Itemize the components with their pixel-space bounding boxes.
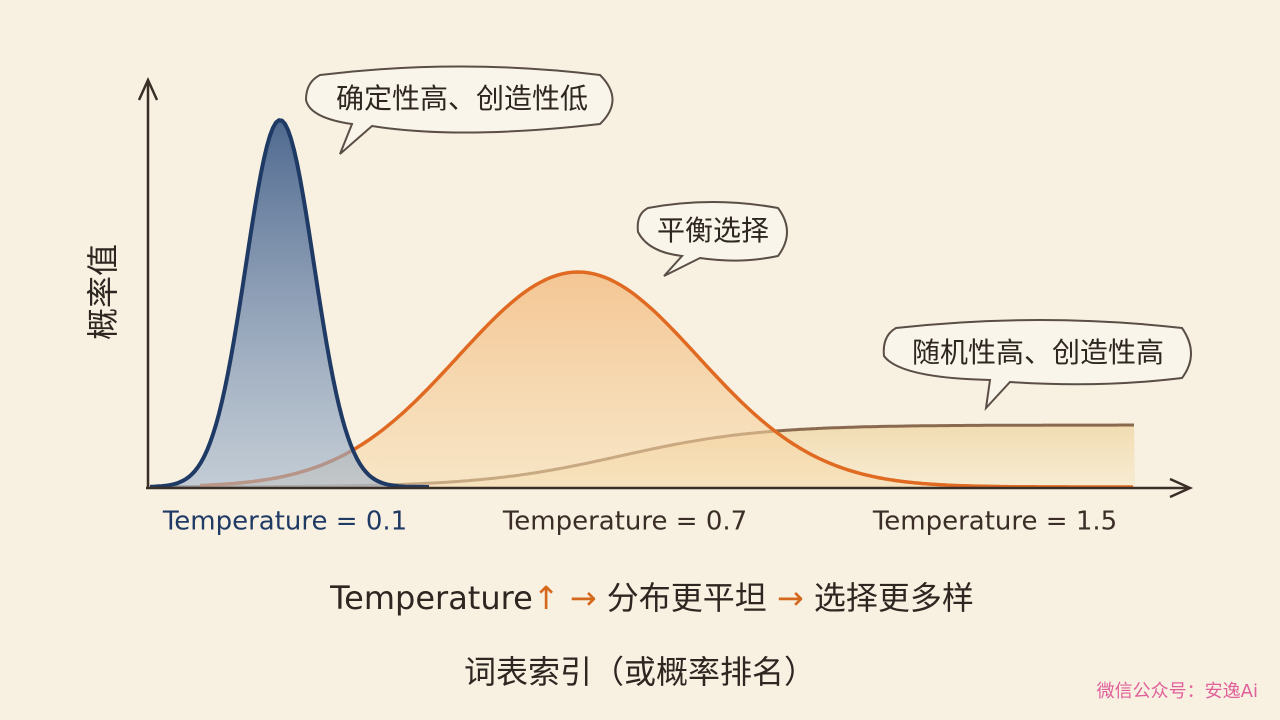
x-axis-label: 词表索引（或概率排名） (464, 653, 816, 691)
curve-label: Temperature = 0.1 (162, 507, 407, 537)
callout-bubble (636, 201, 788, 277)
callout-text: 平衡选择 (657, 214, 769, 247)
curves (149, 118, 1135, 489)
callout-bubble (882, 319, 1192, 412)
y-axis-label: 概率值 (84, 244, 122, 340)
curve-line (149, 118, 429, 489)
callout-bubble (304, 65, 614, 155)
summary-arrow: → (777, 579, 804, 617)
summary-arrow: ↑ (533, 579, 560, 617)
y-axis-arrow (137, 76, 159, 101)
callout-text: 随机性高、创造性高 (912, 336, 1164, 369)
summary: Temperature↑ → 分布更平坦 → 选择更多样 (329, 579, 974, 617)
summary-text: 选择更多样 (814, 579, 974, 617)
callout-text: 确定性高、创造性低 (336, 82, 588, 115)
curve-label: Temperature = 0.7 (502, 507, 747, 537)
watermark: 微信公众号：安逸Ai (1097, 681, 1258, 702)
curve-line (199, 270, 1133, 489)
x-axis-arrow (1169, 477, 1194, 499)
curve-label: Temperature = 1.5 (872, 507, 1117, 537)
summary-text: 分布更平坦 (607, 579, 767, 617)
summary-arrow: → (570, 579, 597, 617)
summary-text: Temperature (329, 579, 533, 617)
curve-fill (200, 272, 1135, 487)
curve-fill (150, 120, 430, 487)
